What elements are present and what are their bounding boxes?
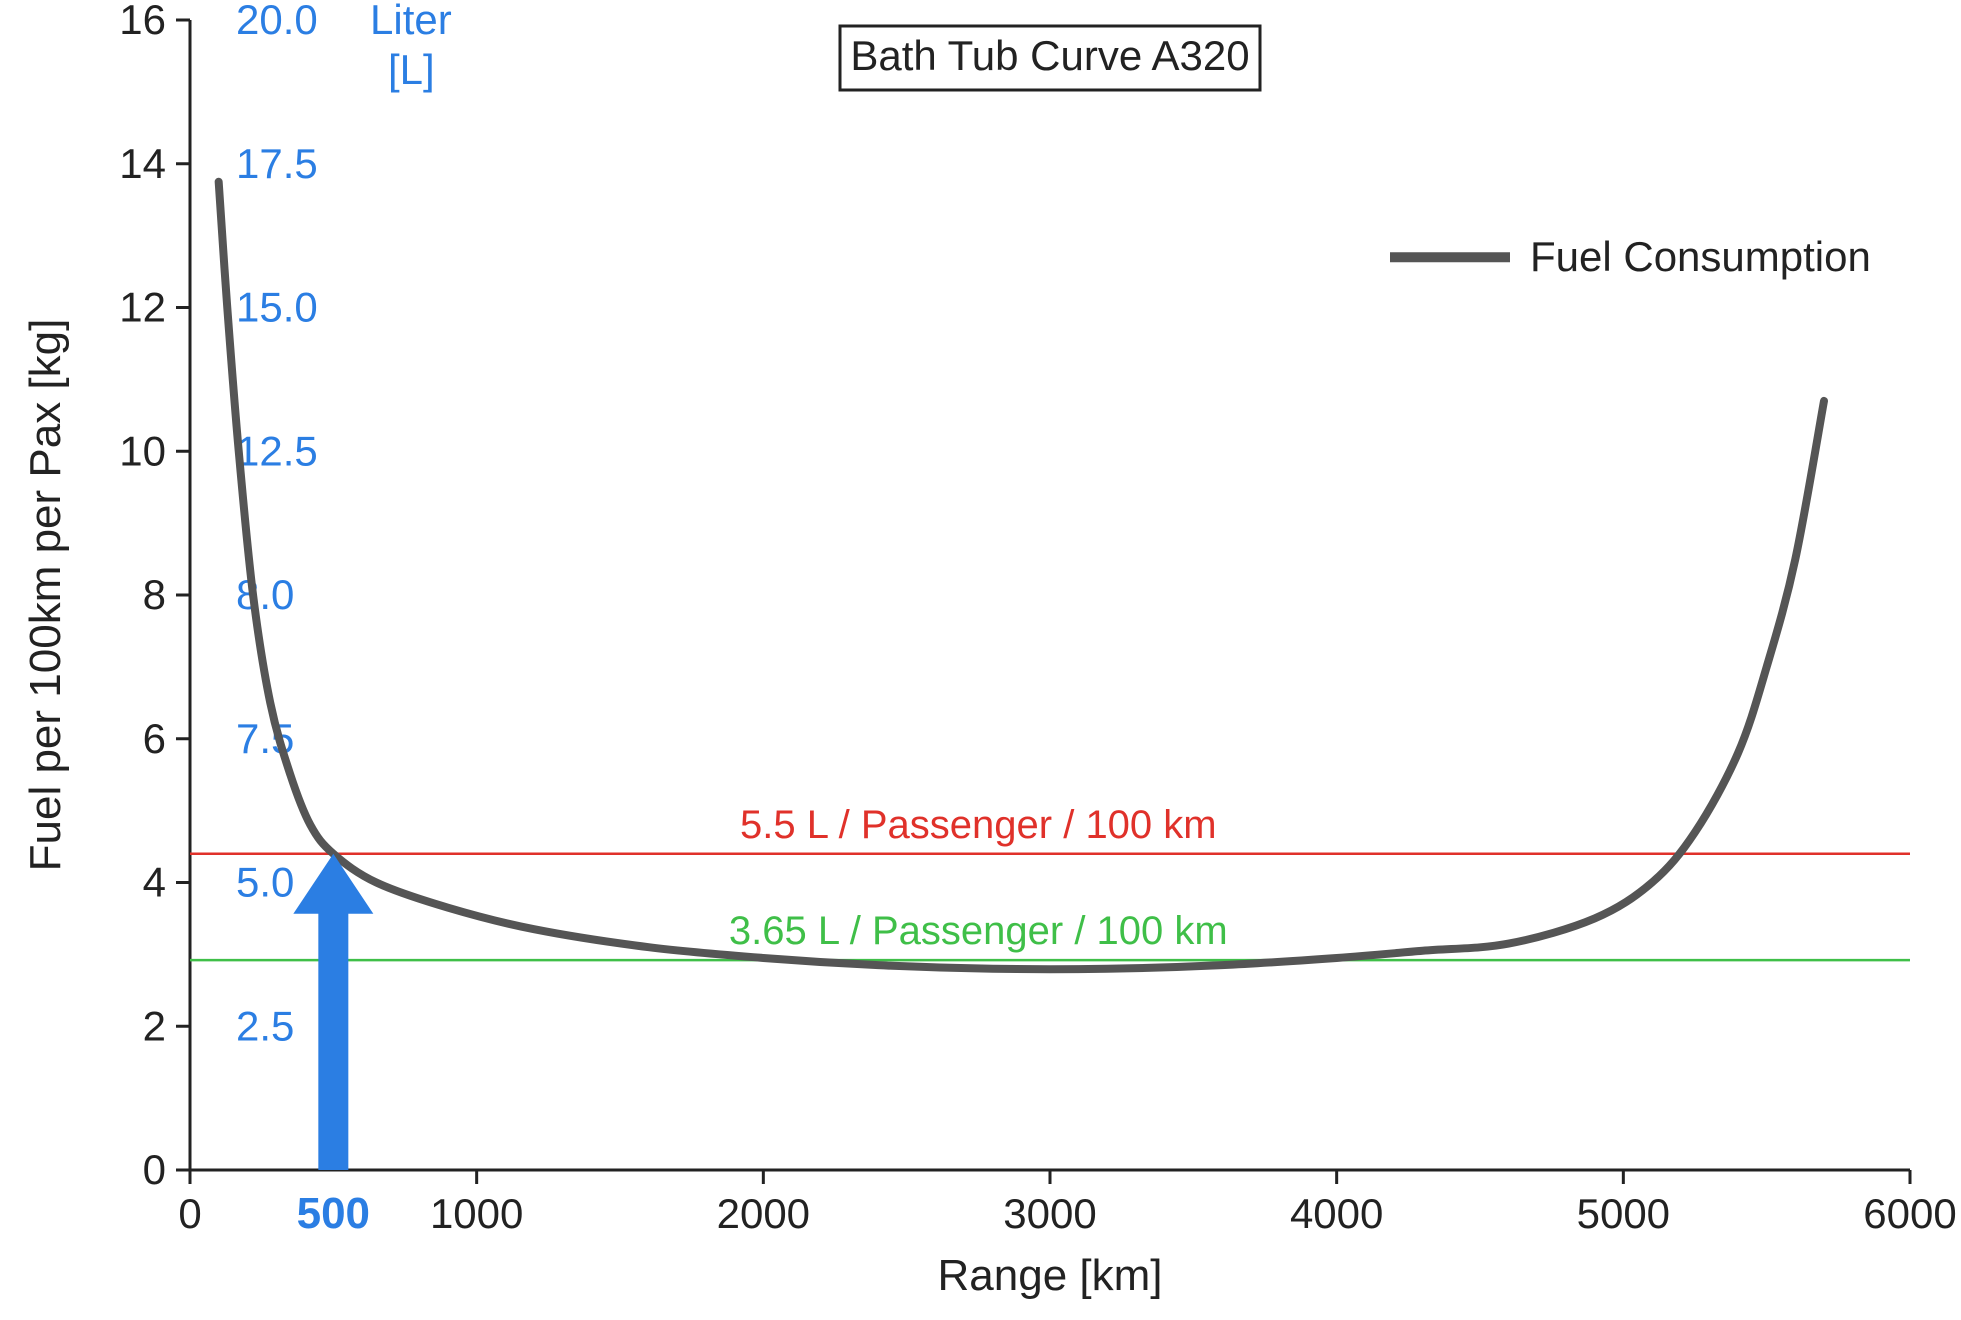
y-tick-label: 12 (119, 284, 166, 331)
legend-label: Fuel Consumption (1530, 233, 1871, 280)
x-tick-label: 2000 (717, 1190, 810, 1237)
y-tick-label: 0 (143, 1146, 166, 1193)
y-tick-label: 6 (143, 715, 166, 762)
bathtub-curve-chart: 0 1000 2000 3000 4000 5000 6000 500 Range [km] 0 2… (0, 0, 1961, 1320)
liter-tick-label: 5.0 (236, 859, 294, 906)
y-tick-label: 10 (119, 427, 166, 474)
ref-label-green: 3.65 L / Passenger / 100 km (729, 909, 1228, 953)
liter-tick-label: 8.0 (236, 571, 294, 618)
x-tick-label: 6000 (1863, 1190, 1956, 1237)
x-axis-label: Range [km] (938, 1251, 1163, 1300)
y-tick-label: 4 (143, 859, 166, 906)
y-tick-label: 14 (119, 140, 166, 187)
arrow-marker-icon (293, 854, 373, 1170)
x-tick-label: 3000 (1003, 1190, 1096, 1237)
y-tick-label: 16 (119, 0, 166, 43)
liter-tick-label: 2.5 (236, 1002, 294, 1049)
y-tick-label: 2 (143, 1002, 166, 1049)
liter-tick-label: 12.5 (236, 427, 318, 474)
liter-axis-label-line2: [L] (388, 46, 435, 93)
liter-tick-label: 15.0 (236, 284, 318, 331)
y-tick-label: 8 (143, 571, 166, 618)
fuel-consumption-curve (219, 182, 1824, 969)
x-tick-label: 1000 (430, 1190, 523, 1237)
liter-tick-label: 17.5 (236, 140, 318, 187)
x-tick-label: 0 (178, 1190, 201, 1237)
x-tick-label: 5000 (1577, 1190, 1670, 1237)
liter-axis-label-line1: Liter (370, 0, 452, 43)
chart-title: Bath Tub Curve A320 (850, 32, 1249, 79)
y-axis-label: Fuel per 100km per Pax [kg] (21, 319, 70, 872)
x-tick-label: 4000 (1290, 1190, 1383, 1237)
liter-tick-label: 20.0 (236, 0, 318, 43)
ref-label-red: 5.5 L / Passenger / 100 km (740, 803, 1217, 847)
x-tick-highlight-label: 500 (297, 1189, 370, 1238)
